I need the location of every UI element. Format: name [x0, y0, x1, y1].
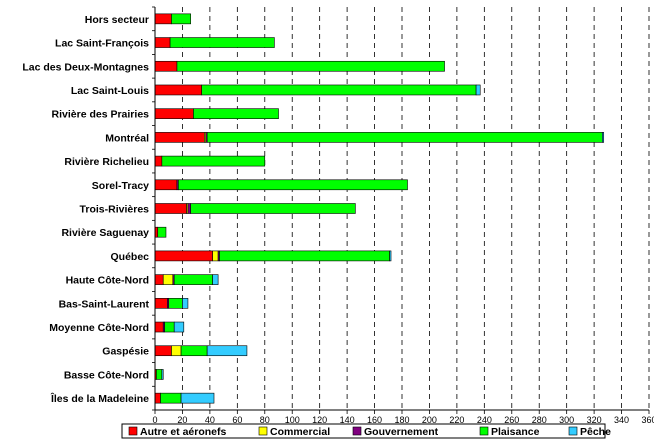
grid-lines: [182, 7, 650, 410]
bar-segment: [173, 274, 213, 285]
bar-segment: [602, 132, 605, 143]
legend-swatch: [258, 426, 268, 436]
category-label: Haute Côte-Nord: [66, 275, 149, 287]
x-tick-label: 100: [285, 415, 300, 425]
bar-segment: [171, 13, 191, 25]
category-label: Lac des Deux-Montagnes: [22, 61, 149, 73]
legend-label: Plaisance: [491, 426, 540, 438]
bar-segment: [154, 345, 172, 357]
bar-segment: [154, 155, 163, 167]
bar-segment: [154, 13, 172, 25]
bar-segment: [154, 60, 178, 72]
bar-segment: [162, 274, 174, 285]
bar-segment: [154, 274, 164, 285]
bar-segment: [154, 84, 202, 96]
bar-segment: [154, 132, 205, 143]
bar-segment: [187, 203, 191, 214]
bar-segment: [173, 321, 185, 333]
legend-swatch: [128, 426, 138, 436]
bar-segment: [154, 298, 168, 309]
bar-segment: [182, 298, 189, 309]
bar-segment: [156, 369, 163, 380]
axes: [152, 6, 650, 414]
legend-label: Gouvernement: [364, 426, 439, 438]
bar-segment: [154, 250, 213, 262]
category-label: Sorel-Tracy: [92, 180, 149, 192]
bar-segment: [190, 203, 356, 214]
category-label: Lac Saint-François: [55, 38, 149, 50]
x-tick-label: 320: [587, 415, 602, 425]
bar-segment: [475, 84, 481, 96]
bar-segment: [154, 179, 178, 191]
bar-segment: [161, 369, 164, 380]
x-tick-labels: 0 20 40 60 80 100 120 140 160 180 200 220 240 260 280 3…: [152, 415, 654, 425]
bar-segment: [171, 345, 182, 357]
category-label: Rivière des Prairies: [52, 109, 150, 121]
bar-segment: [180, 392, 215, 404]
bar-segment: [206, 345, 248, 357]
category-labels: Hors secteur Lac Saint-François Lac des De…: [22, 14, 149, 405]
bar-segment: [178, 179, 408, 191]
x-tick-label: 140: [340, 415, 355, 425]
bar-segment: [161, 155, 266, 167]
bar-segment: [219, 250, 390, 262]
bar-segment: [212, 250, 219, 262]
bar-segment: [389, 250, 392, 262]
bar-segment: [164, 321, 175, 333]
category-label: Rivière Saguenay: [61, 227, 149, 239]
x-tick-label: 80: [260, 415, 270, 425]
x-tick-label: 340: [614, 415, 629, 425]
x-tick-label: 160: [367, 415, 382, 425]
x-tick-label: 120: [312, 415, 327, 425]
bar-segment: [212, 274, 219, 285]
category-label: Trois-Rivières: [80, 204, 150, 216]
category-label: Bas-Saint-Laurent: [59, 298, 150, 310]
legend-label: Autre et aéronefs: [140, 426, 227, 438]
x-tick-label: 360: [641, 415, 654, 425]
bar-segment: [154, 321, 164, 333]
category-label: Îles de la Madeleine: [50, 392, 149, 405]
bar-segment: [169, 37, 275, 48]
bar-segment: [168, 298, 183, 309]
category-label: Québec: [110, 251, 149, 263]
x-tick-label: 0: [152, 415, 157, 425]
legend-label: Commercial: [270, 426, 330, 438]
bar-segment: [201, 84, 477, 96]
bar-segment: [160, 392, 182, 404]
category-label: Rivière Richelieu: [64, 156, 149, 168]
x-tick-label: 280: [532, 415, 547, 425]
x-tick-label: 260: [504, 415, 519, 425]
x-tick-label: 180: [394, 415, 409, 425]
bar-segment: [154, 203, 187, 214]
category-label: Hors secteur: [85, 14, 149, 26]
x-tick-label: 220: [449, 415, 464, 425]
x-tick-label: 20: [177, 415, 187, 425]
category-label: Gaspésie: [102, 346, 149, 358]
bar-segment: [193, 108, 279, 119]
x-tick-label: 40: [205, 415, 215, 425]
bar-segment: [154, 392, 161, 404]
bars: [154, 13, 605, 404]
x-tick-label: 240: [477, 415, 492, 425]
x-tick-label: 300: [559, 415, 574, 425]
category-label: Basse Côte-Nord: [64, 369, 149, 381]
bar-segment: [154, 37, 171, 48]
bar-segment: [176, 60, 445, 72]
x-tick-label: 60: [232, 415, 242, 425]
category-label: Moyenne Côte-Nord: [49, 322, 149, 334]
category-label: Lac Saint-Louis: [71, 85, 149, 97]
bar-segment: [154, 108, 194, 119]
category-label: Montréal: [105, 132, 149, 144]
x-tick-label: 200: [422, 415, 437, 425]
bar-segment: [206, 132, 603, 143]
legend-swatch: [352, 426, 362, 436]
legend-label: Pêche: [580, 426, 611, 438]
bar-segment: [157, 226, 167, 238]
legend-swatch: [568, 426, 578, 436]
legend: Autre et aéronefs Commercial Gouvernement P…: [121, 423, 611, 439]
legend-swatch: [479, 426, 489, 436]
bar-segment: [180, 345, 208, 357]
